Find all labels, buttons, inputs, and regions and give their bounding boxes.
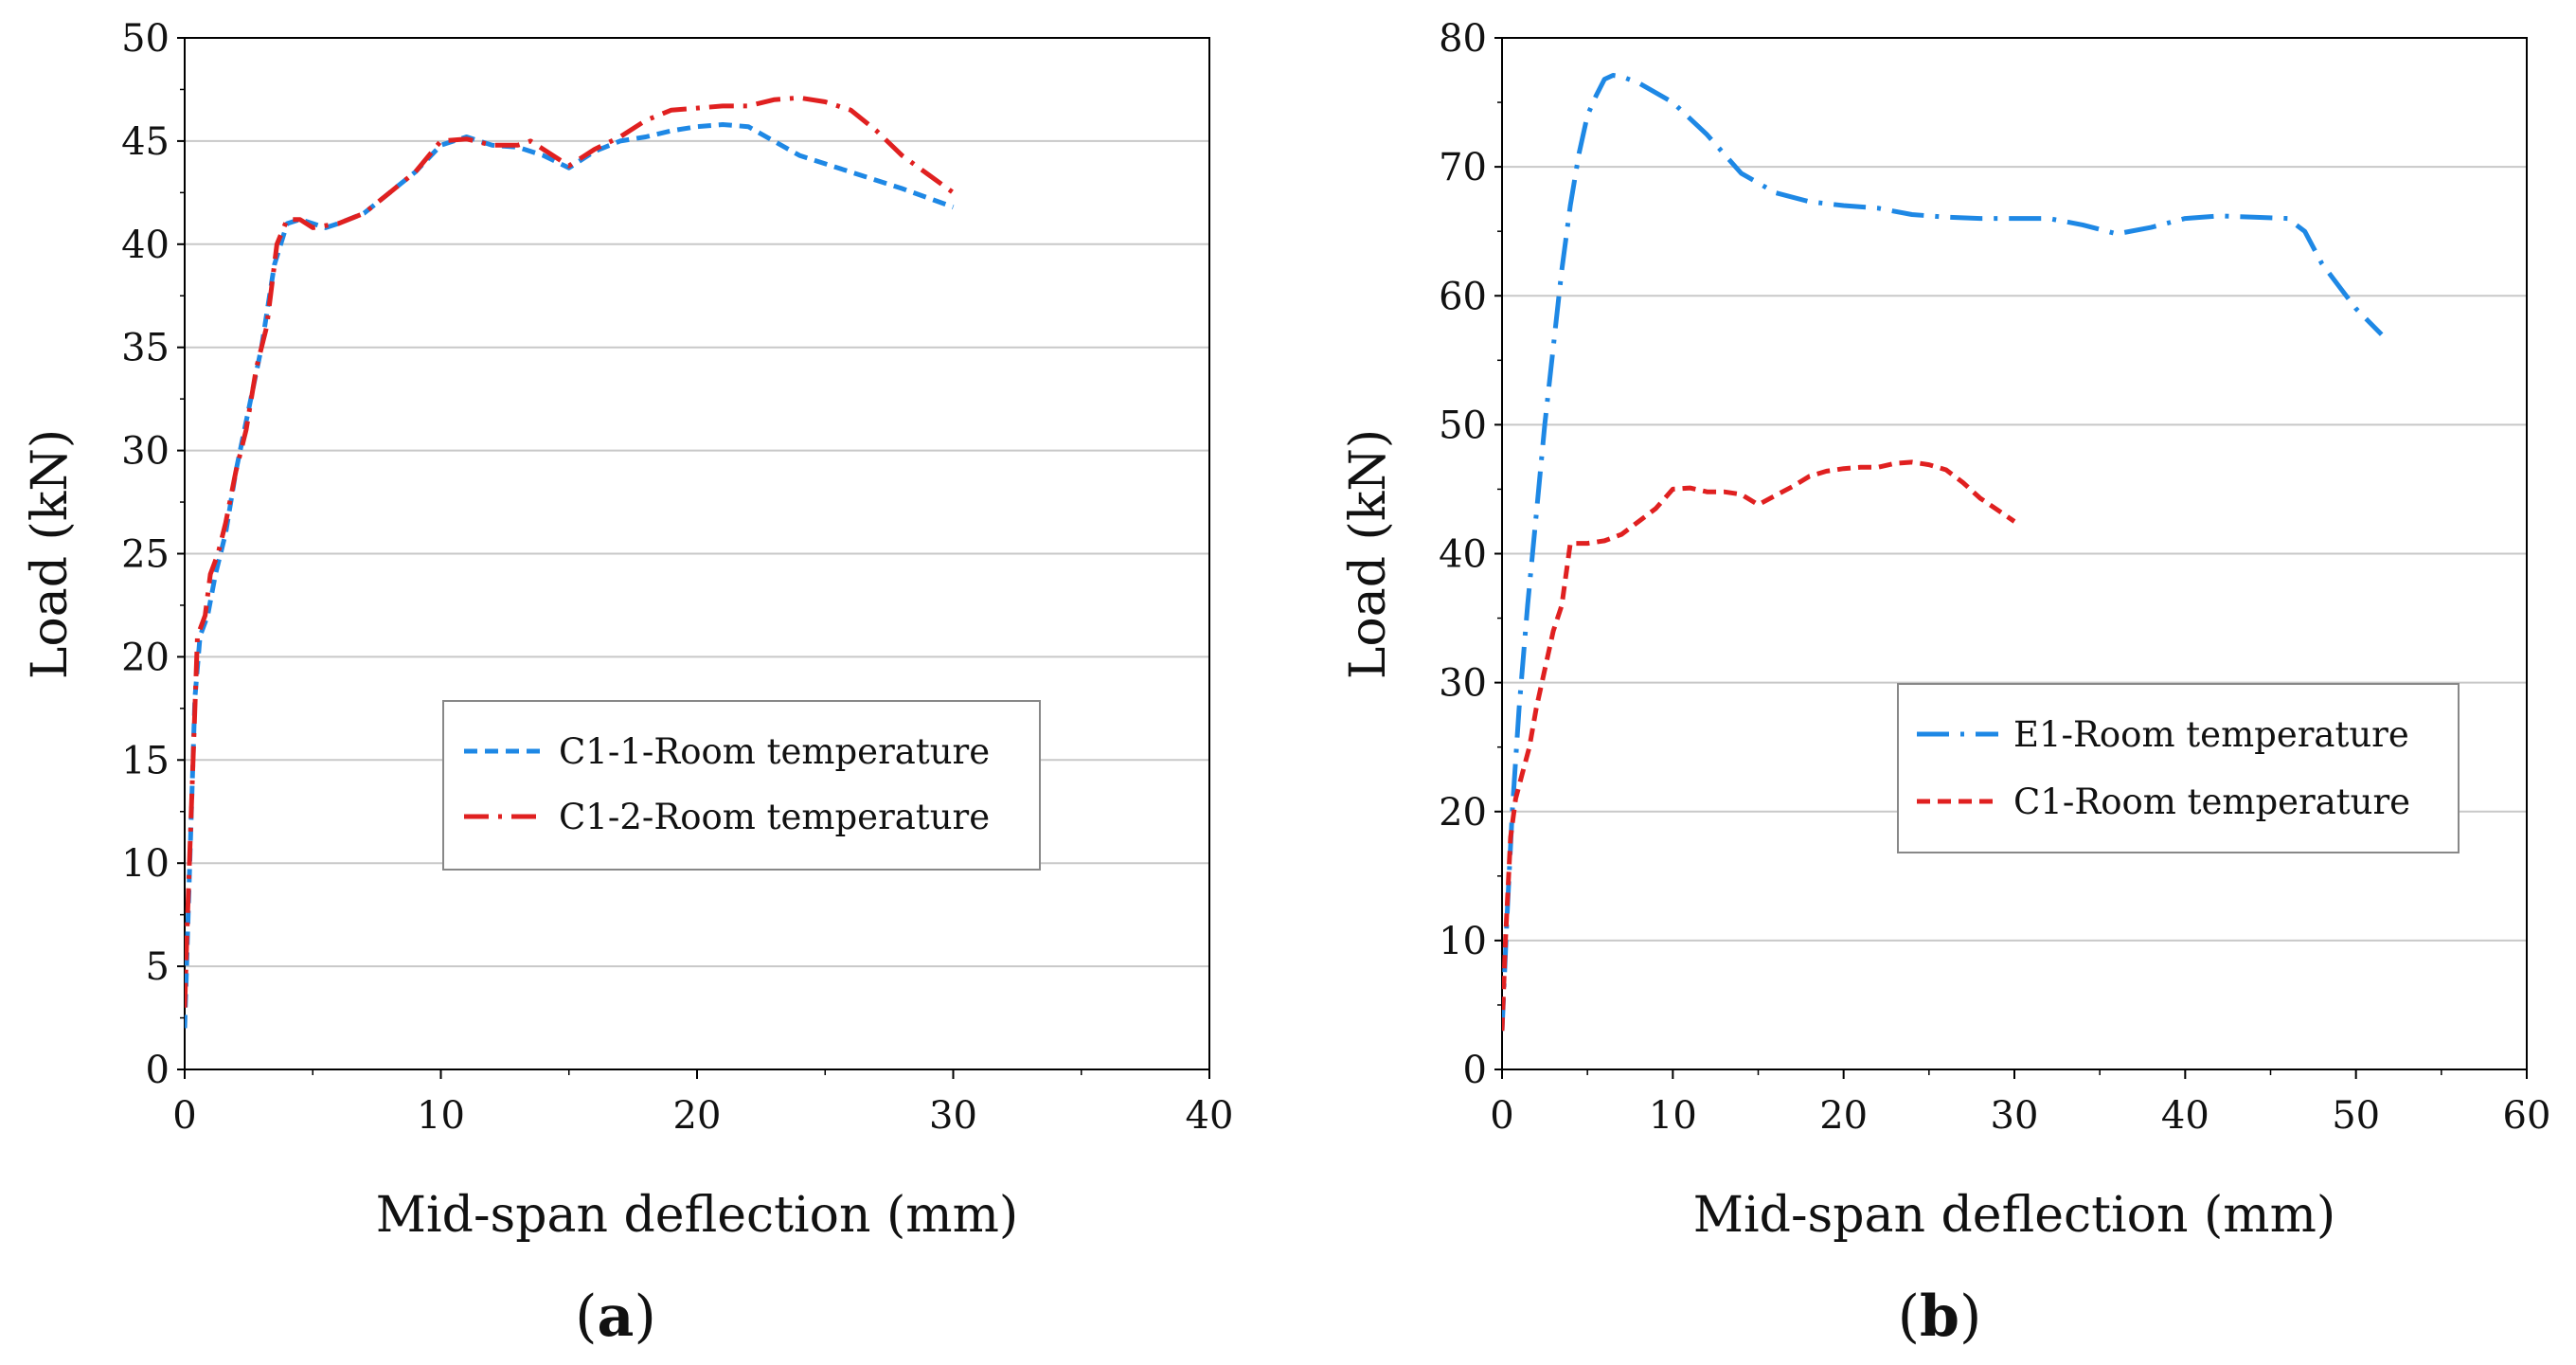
chart-a-y-tick-label: 45 [121, 120, 170, 164]
chart-a-y-ticks: 0 5 10 15 20 25 30 35 40 45 50 [121, 17, 185, 1092]
chart-b-x-ticks: 0 10 20 30 40 50 60 [1490, 1069, 2550, 1138]
chart-a: 0 10 20 30 40 0 5 10 15 20 25 30 35 40 45 50 Mid-span … [22, 17, 1233, 1350]
chart-b-x-tick-label: 30 [1991, 1094, 2039, 1138]
chart-a-x-tick-label: 30 [929, 1094, 977, 1138]
chart-a-y-tick-label: 5 [146, 945, 170, 989]
chart-b-x-tick-label: 10 [1649, 1094, 1697, 1138]
chart-a-y-axis-title: Load (kN) [22, 429, 79, 679]
chart-a-y-tick-label: 10 [121, 842, 170, 886]
chart-a-x-tick-label: 0 [172, 1094, 196, 1138]
chart-a-y-tick-label: 0 [146, 1049, 170, 1092]
chart-a-grid [185, 139, 1209, 968]
chart-a-y-tick-label: 25 [121, 533, 170, 577]
chart-b-legend: E1-Room temperature C1-Room temperature [1897, 683, 2460, 853]
chart-a-legend-label-1: C1-1-Room temperature [559, 731, 990, 772]
chart-b-x-tick-label: 20 [1819, 1094, 1868, 1138]
chart-b-y-tick-label: 10 [1439, 920, 1487, 963]
chart-a-y-tick-label: 30 [121, 430, 170, 474]
chart-b-y-ticks: 0 10 20 30 40 50 60 70 80 [1439, 17, 1502, 1092]
chart-a-panel-label: (a) [575, 1284, 656, 1350]
chart-b-legend-label-2: C1-Room temperature [2013, 781, 2410, 822]
chart-b-y-tick-label: 50 [1439, 404, 1487, 447]
chart-a-y-tick-label: 15 [121, 739, 170, 782]
chart-b-x-tick-label: 40 [2161, 1094, 2209, 1138]
chart-b: 0 10 20 30 40 50 60 0 10 20 30 40 50 60 70 80 Mid-span… [1340, 17, 2550, 1350]
chart-a-series-1-line [185, 122, 955, 1029]
chart-a-legend-box [442, 700, 1041, 871]
chart-b-x-tick-label: 0 [1490, 1094, 1513, 1138]
chart-b-grid [1502, 166, 2527, 942]
chart-b-y-tick-label: 70 [1439, 146, 1487, 189]
chart-b-y-tick-label: 30 [1439, 662, 1487, 706]
chart-a-y-tick-label: 40 [121, 224, 170, 267]
chart-b-x-axis-title: Mid-span deflection (mm) [1693, 1187, 2335, 1244]
chart-b-y-tick-label: 60 [1439, 275, 1487, 318]
chart-b-x-tick-label: 60 [2503, 1094, 2551, 1138]
chart-a-legend: C1-1-Room temperature C1-2-Room temperat… [442, 700, 1041, 871]
chart-a-x-tick-label: 10 [417, 1094, 465, 1138]
chart-b-series-1-line [1502, 73, 2384, 1032]
chart-a-legend-label-2: C1-2-Room temperature [559, 797, 990, 837]
chart-a-y-tick-label: 35 [121, 327, 170, 370]
chart-a-series-2-line [185, 95, 955, 1008]
chart-b-y-axis-title: Load (kN) [1340, 429, 1397, 679]
chart-b-y-tick-label: 0 [1463, 1049, 1487, 1092]
chart-a-x-ticks: 0 10 20 30 40 [172, 1069, 1233, 1138]
chart-b-panel-letter: b [1920, 1284, 1959, 1350]
chart-b-series [1502, 73, 2384, 1032]
chart-a-x-tick-label: 20 [673, 1094, 722, 1138]
chart-a-panel-letter: a [598, 1284, 635, 1350]
chart-a-series [185, 95, 955, 1029]
chart-b-legend-label-1: E1-Room temperature [2013, 714, 2409, 755]
chart-a-x-tick-label: 40 [1186, 1094, 1234, 1138]
chart-a-y-tick-label: 50 [121, 17, 170, 61]
chart-a-x-axis-title: Mid-span deflection (mm) [376, 1187, 1018, 1244]
chart-b-panel-label: (b) [1898, 1284, 1982, 1350]
chart-b-y-tick-label: 20 [1439, 791, 1487, 835]
chart-b-y-tick-label: 40 [1439, 533, 1487, 577]
chart-b-series-2-line [1502, 459, 2016, 1032]
chart-a-y-tick-label: 20 [121, 636, 170, 679]
chart-b-y-tick-label: 80 [1439, 17, 1487, 61]
chart-b-x-tick-label: 50 [2332, 1094, 2380, 1138]
chart-b-legend-box [1897, 683, 2460, 853]
